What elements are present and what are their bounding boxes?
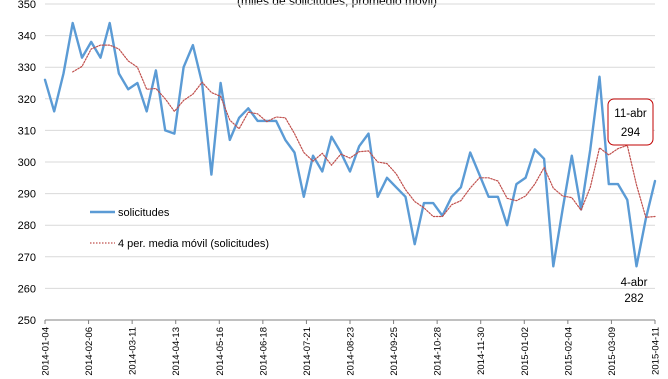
annotation-4-abr-value: 282	[624, 293, 643, 305]
x-tick-label: 2014-04-13	[171, 327, 182, 376]
y-tick-label: 300	[18, 157, 36, 169]
series-layer	[43, 21, 657, 268]
x-tick-label: 2014-05-16	[215, 327, 226, 376]
y-tick-label: 340	[18, 31, 36, 43]
annotation-4-abr-date: 4-abr	[621, 277, 648, 289]
x-tick-label: 2014-11-30	[476, 327, 487, 375]
x-tick-label: 2015-02-04	[563, 327, 574, 376]
x-tick-label: 2014-09-25	[389, 327, 400, 376]
x-tick-label: 2014-03-11	[128, 327, 139, 375]
annotation-11-abr-value: 294	[621, 127, 641, 139]
y-tick-label: 290	[18, 189, 36, 201]
y-tick-label: 350	[18, 0, 36, 11]
series-line-moving-average	[72, 44, 656, 218]
annotations: 11-abr 294 4-abr 282	[607, 98, 654, 305]
x-tick-label: 2015-04-11	[651, 327, 662, 375]
legend-label-moving-average: 4 per. media móvil (solicitudes)	[118, 238, 269, 250]
x-tick-label: 2014-02-06	[84, 327, 95, 376]
y-tick-label: 330	[18, 62, 36, 74]
y-tick-label: 270	[18, 252, 36, 264]
x-tick-label: 2014-01-04	[41, 327, 52, 376]
y-tick-label: 280	[18, 220, 36, 232]
y-axis-tick-labels: 250 260 270 280 290 300 310 320 330 340 350	[18, 0, 36, 327]
x-tick-label: 2015-03-09	[607, 327, 618, 376]
x-axis-tick-labels: 2014-01-04 2014-02-06 2014-03-11 2014-04-13…	[41, 320, 662, 376]
x-tick-label: 2015-01-02	[520, 327, 531, 376]
legend-label-solicitudes: solicitudes	[118, 207, 170, 219]
gridlines	[45, 3, 655, 321]
y-tick-label: 310	[18, 125, 36, 137]
x-tick-label: 2014-08-23	[346, 327, 357, 376]
x-tick-label: 2014-10-28	[433, 327, 444, 376]
legend: solicitudes 4 per. media móvil (solicitu…	[90, 207, 269, 250]
annotation-box-11-abr	[607, 98, 654, 146]
x-tick-label: 2014-06-18	[258, 327, 269, 376]
x-tick-label: 2014-07-21	[302, 327, 313, 376]
y-tick-label: 320	[18, 94, 36, 106]
y-tick-label: 250	[18, 315, 36, 327]
annotation-11-abr-date: 11-abr	[614, 108, 647, 120]
y-tick-label: 260	[18, 283, 36, 295]
series-line-solicitudes	[43, 21, 657, 268]
